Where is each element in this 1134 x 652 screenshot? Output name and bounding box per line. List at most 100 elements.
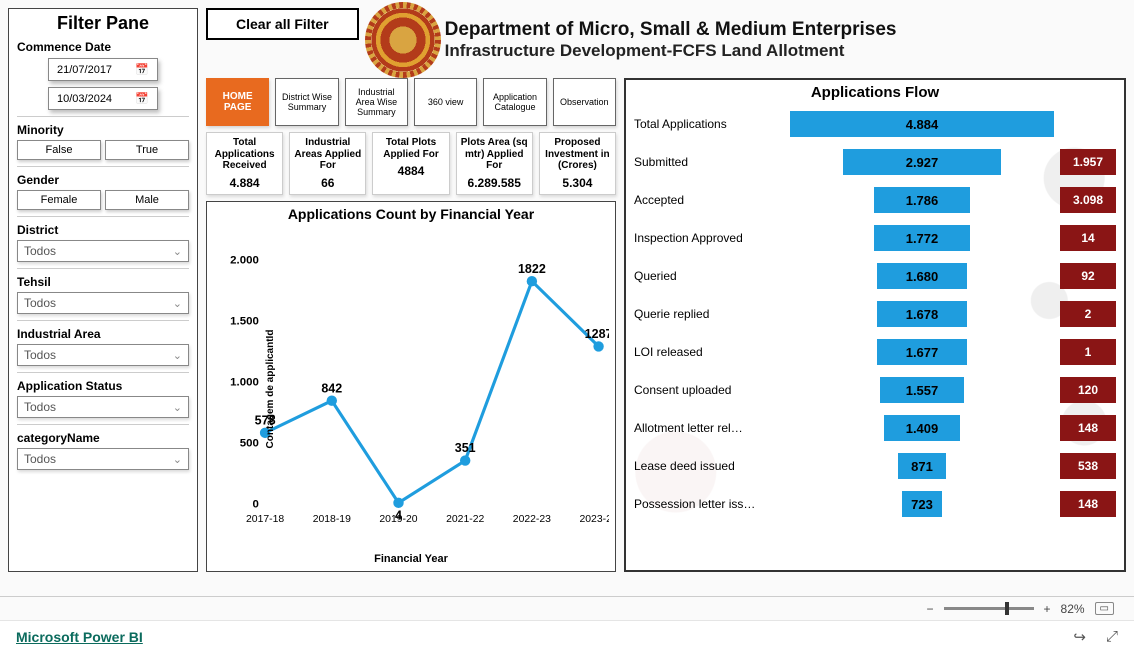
kpi-card: Total Plots Applied For4884 <box>372 132 449 195</box>
flow-row-label: Submitted <box>634 155 784 169</box>
flow-bar-area: 871 <box>790 453 1054 479</box>
kpi-card: Total Applications Received4.884 <box>206 132 283 195</box>
flow-delta: 1.957 <box>1060 149 1116 175</box>
date-from-input[interactable]: 21/07/2017 📅 <box>48 58 158 81</box>
svg-text:2023-24: 2023-24 <box>579 514 609 525</box>
department-subtitle: Infrastructure Development-FCFS Land All… <box>445 41 897 61</box>
nav-row: HOME PAGEDistrict Wise SummaryIndustrial… <box>206 78 616 126</box>
dropdown-value: Todos <box>24 296 56 310</box>
department-title: Department of Micro, Small & Medium Ente… <box>445 19 897 41</box>
zoom-slider[interactable] <box>944 607 1034 610</box>
svg-text:4: 4 <box>395 508 402 522</box>
nav-industrial-area-wise-summary[interactable]: Industrial Area Wise Summary <box>345 78 408 126</box>
svg-text:2.000: 2.000 <box>230 254 259 266</box>
flow-row: Allotment letter rel…1.409148 <box>634 409 1116 447</box>
flow-row: Inspection Approved 1.772 14 <box>634 219 1116 257</box>
chevron-down-icon: ⌄ <box>173 349 182 362</box>
kpi-label: Plots Area (sq mtr) Applied For <box>459 137 530 172</box>
fit-to-page-icon[interactable]: ▭ <box>1095 602 1114 615</box>
zoom-percent: 82% <box>1061 602 1085 616</box>
dropdown-industrial-area[interactable]: Todos ⌄ <box>17 344 189 366</box>
dropdown-value: Todos <box>24 400 56 414</box>
flow-bar-area: 4.884 <box>790 111 1054 137</box>
dropdown-district[interactable]: Todos⌄ <box>17 240 189 262</box>
flow-row: Accepted1.7863.098 <box>634 181 1116 219</box>
nav-360-view[interactable]: 360 view <box>414 78 477 126</box>
gender-female-button[interactable]: Female <box>17 190 101 210</box>
kpi-label: Industrial Areas Applied For <box>292 137 363 172</box>
commence-date-label: Commence Date <box>17 40 189 54</box>
flow-row: Lease deed issued871538 <box>634 447 1116 485</box>
nav-district-wise-summary[interactable]: District Wise Summary <box>275 78 338 126</box>
svg-text:2022-23: 2022-23 <box>513 514 551 525</box>
flow-bar-area: 1.786 <box>790 187 1054 213</box>
svg-text:2018-19: 2018-19 <box>313 514 351 525</box>
flow-row: LOI released1.6771 <box>634 333 1116 371</box>
gender-male-button[interactable]: Male <box>105 190 189 210</box>
flow-row-label: Possession letter iss… <box>634 497 784 511</box>
dropdown-label: Application Status <box>17 379 189 393</box>
dropdown-categoryname[interactable]: Todos⌄ <box>17 448 189 470</box>
flow-bar-area: 1.409 <box>790 415 1054 441</box>
dropdown-tehsil[interactable]: Todos ⌄ <box>17 292 189 314</box>
flow-delta: 148 <box>1060 415 1116 441</box>
powerbi-brand-link[interactable]: Microsoft Power BI <box>16 629 143 645</box>
chevron-down-icon: ⌄ <box>173 297 182 310</box>
svg-text:1822: 1822 <box>518 261 546 275</box>
date-to-input[interactable]: 10/03/2024 📅 <box>48 87 158 110</box>
flow-row: Consent uploaded1.557120 <box>634 371 1116 409</box>
flow-delta: 14 <box>1060 225 1116 251</box>
flow-bar: 1.772 <box>874 225 970 251</box>
kpi-card: Plots Area (sq mtr) Applied For 6.289.585 <box>456 132 533 195</box>
footer: Microsoft Power BI ↪ ⤢ <box>0 620 1134 652</box>
chevron-down-icon: ⌄ <box>173 245 182 258</box>
flow-row-label: Lease deed issued <box>634 459 784 473</box>
fullscreen-icon[interactable]: ⤢ <box>1106 628 1118 646</box>
kpi-value: 6.289.585 <box>459 176 530 190</box>
svg-text:351: 351 <box>455 441 476 455</box>
kpi-value: 5.304 <box>542 176 613 190</box>
nav-application-catalogue[interactable]: Application Catalogue <box>483 78 546 126</box>
flow-row-label: Queried <box>634 269 784 283</box>
minority-false-button[interactable]: False <box>17 140 101 160</box>
flow-row-label: Consent uploaded <box>634 383 784 397</box>
dropdown-label: categoryName <box>17 431 189 445</box>
applications-flow-panel: Applications Flow Total Applications4.88… <box>624 78 1126 572</box>
dropdown-application-status[interactable]: Todos ⌄ <box>17 396 189 418</box>
chart-y-axis-label: Contagem de applicantId <box>265 330 276 449</box>
zoom-thumb[interactable] <box>1005 602 1009 615</box>
flow-row-label: Accepted <box>634 193 784 207</box>
flow-delta: 2 <box>1060 301 1116 327</box>
flow-row-label: Inspection Approved <box>634 231 784 245</box>
flow-row: Querie replied1.6782 <box>634 295 1116 333</box>
kpi-value: 4.884 <box>209 176 280 190</box>
header-block: Department of Micro, Small & Medium Ente… <box>371 8 1126 72</box>
nav-home-page[interactable]: HOME PAGE <box>206 78 269 126</box>
svg-text:500: 500 <box>240 437 259 449</box>
zoom-out-button[interactable]: − <box>926 602 933 616</box>
nav-observation[interactable]: Observation <box>553 78 616 126</box>
share-icon[interactable]: ↪ <box>1073 628 1086 646</box>
chart-title: Applications Count by Financial Year <box>213 206 609 222</box>
main-area: Clear all Filter Department of Micro, Sm… <box>206 8 1126 572</box>
flow-bar: 1.678 <box>877 301 968 327</box>
flow-row: Submitted2.9271.957 <box>634 143 1116 181</box>
clear-all-filter-button[interactable]: Clear all Filter <box>206 8 359 40</box>
dropdown-value: Todos <box>24 348 56 362</box>
zoom-in-button[interactable]: + <box>1044 602 1051 616</box>
flow-bar: 1.557 <box>880 377 964 403</box>
flow-delta: 148 <box>1060 491 1116 517</box>
svg-text:1.500: 1.500 <box>230 315 259 327</box>
filter-pane: Filter Pane Commence Date 21/07/2017 📅 1… <box>8 8 198 572</box>
chevron-down-icon: ⌄ <box>173 453 182 466</box>
kpi-card: Proposed Investment in (Crores)5.304 <box>539 132 616 195</box>
kpi-value: 4884 <box>375 164 446 178</box>
svg-text:842: 842 <box>321 381 342 395</box>
svg-text:2017-18: 2017-18 <box>246 514 284 525</box>
chevron-down-icon: ⌄ <box>173 401 182 414</box>
minority-true-button[interactable]: True <box>105 140 189 160</box>
minority-label: Minority <box>17 123 189 137</box>
flow-bar: 1.409 <box>884 415 960 441</box>
date-to-value: 10/03/2024 <box>57 93 112 105</box>
calendar-icon: 📅 <box>135 92 149 105</box>
